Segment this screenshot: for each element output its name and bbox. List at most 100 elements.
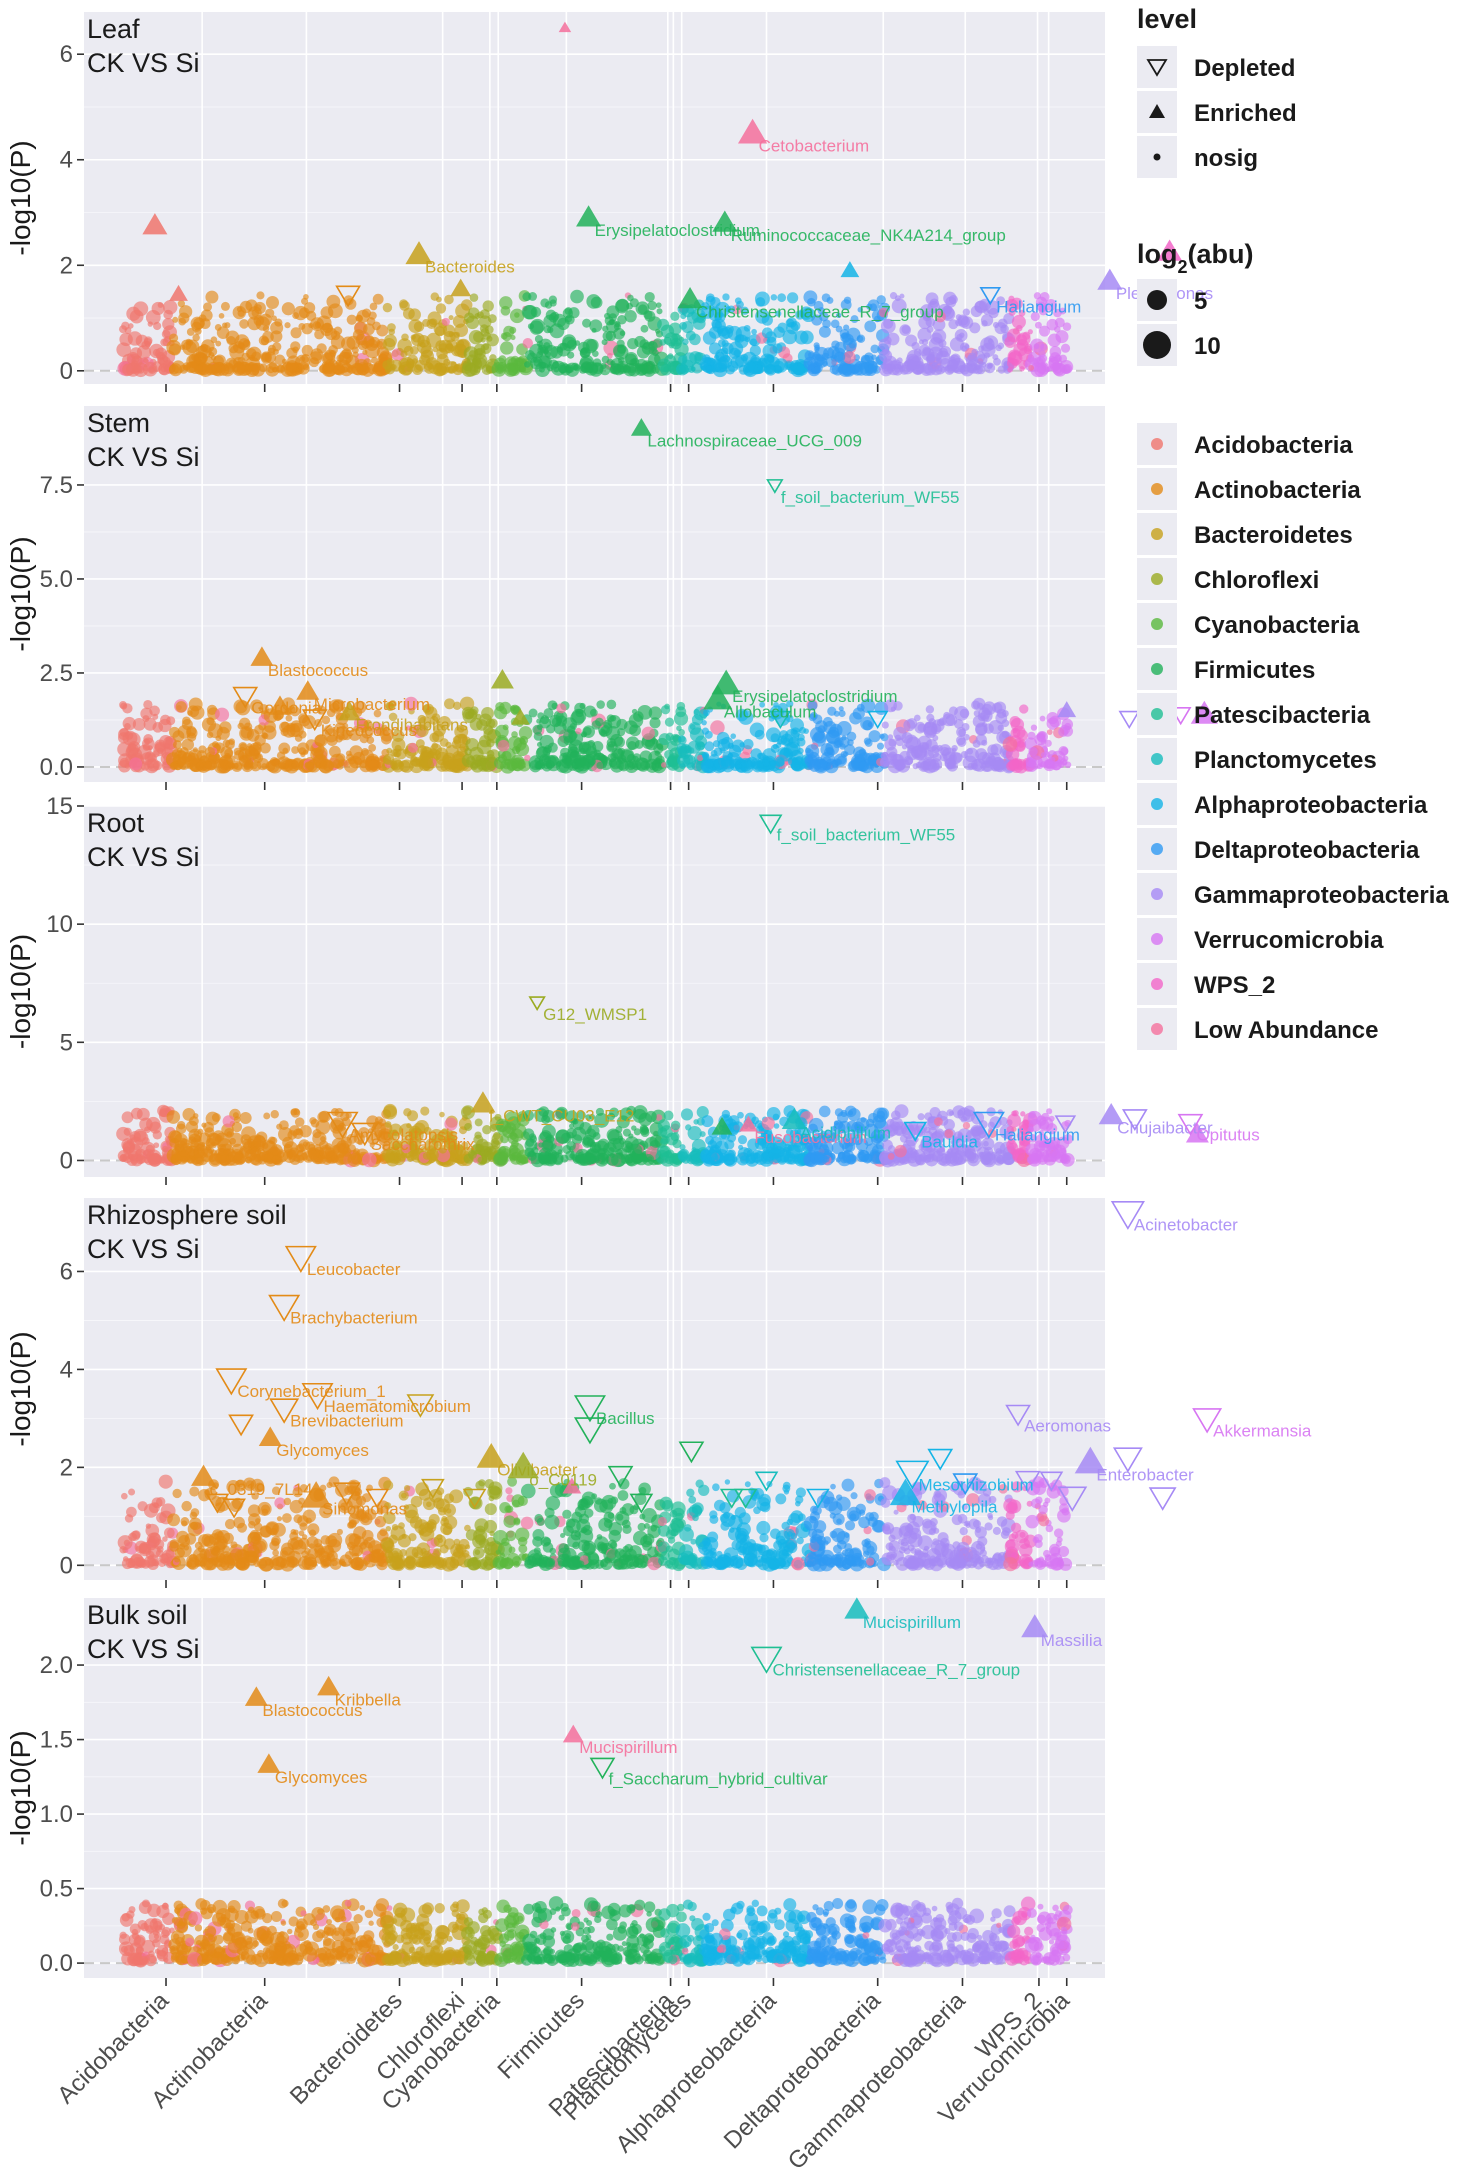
point-label: Cetobacterium: [759, 136, 870, 155]
nosig-point: [665, 1132, 679, 1146]
nosig-point: [387, 1556, 401, 1571]
nosig-point: [461, 1549, 470, 1558]
nosig-point: [932, 735, 939, 741]
nosig-point: [679, 364, 690, 375]
nosig-point: [205, 290, 219, 304]
nosig-point: [360, 362, 375, 377]
nosig-point: [925, 317, 936, 327]
nosig-point: [864, 320, 877, 333]
nosig-point: [787, 756, 798, 767]
nosig-point: [587, 1124, 600, 1138]
nosig-point: [218, 1143, 227, 1152]
nosig-point: [291, 746, 299, 754]
nosig-point: [954, 329, 968, 342]
nosig-point: [627, 338, 639, 350]
nosig-point: [808, 760, 821, 772]
nosig-point: [199, 1556, 207, 1564]
nosig-point: [403, 1484, 411, 1492]
nosig-point: [478, 1479, 486, 1487]
nosig-point: [369, 302, 378, 311]
nosig-point: [258, 363, 268, 373]
nosig-point: [772, 360, 785, 373]
nosig-point: [412, 364, 423, 375]
nosig-point: [1062, 322, 1072, 331]
nosig-point: [519, 738, 525, 744]
nosig-point: [894, 1125, 904, 1136]
nosig-point: [988, 307, 999, 319]
nosig-point: [335, 726, 350, 741]
nosig-point: [1027, 329, 1033, 335]
nosig-point: [1040, 752, 1047, 758]
nosig-point: [391, 1523, 399, 1531]
nosig-point: [153, 321, 162, 331]
nosig-point: [436, 353, 449, 366]
nosig-point: [241, 1126, 256, 1141]
nosig-point: [755, 309, 770, 324]
nosig-point: [724, 1149, 735, 1161]
point-label: Blastococcus: [268, 661, 368, 680]
point-label: Saccharothrix: [371, 1135, 475, 1154]
nosig-point: [463, 1153, 474, 1164]
nosig-point: [511, 731, 518, 738]
nosig-point: [152, 722, 164, 733]
nosig-point: [124, 762, 131, 769]
nosig-point: [536, 340, 543, 347]
point-label: Haliangium: [996, 297, 1081, 316]
nosig-point: [830, 319, 840, 329]
nosig-point: [1034, 321, 1042, 329]
nosig-point: [981, 739, 988, 746]
nosig-point: [822, 716, 833, 727]
nosig-point: [818, 325, 831, 338]
nosig-point: [605, 330, 617, 342]
nosig-point: [817, 307, 826, 315]
nosig-point: [588, 757, 596, 766]
nosig-point: [837, 1111, 849, 1124]
nosig-point: [846, 1155, 856, 1165]
nosig-point: [133, 301, 149, 317]
nosig-point: [509, 1142, 524, 1158]
nosig-point: [601, 355, 610, 364]
nosig-point: [701, 719, 707, 726]
nosig-point: [122, 703, 133, 714]
nosig-point: [679, 763, 686, 770]
nosig-point: [684, 1154, 692, 1162]
nosig-point: [326, 294, 341, 309]
nosig-point: [190, 1508, 200, 1517]
nosig-point: [1038, 354, 1048, 363]
nosig-point: [961, 345, 968, 352]
nosig-point: [794, 330, 809, 345]
nosig-point: [254, 734, 266, 746]
nosig-point: [329, 702, 340, 712]
nosig-point: [144, 738, 150, 745]
nosig-point: [355, 334, 367, 346]
nosig-point: [957, 315, 970, 328]
nosig-point: [751, 760, 764, 773]
nosig-point: [925, 705, 935, 714]
nosig-point: [860, 1117, 867, 1123]
nosig-point: [645, 1110, 657, 1123]
nosig-point: [664, 717, 675, 727]
nosig-point: [169, 726, 180, 738]
nosig-point: [204, 746, 215, 757]
nosig-point: [803, 356, 817, 370]
nosig-point: [143, 1555, 156, 1568]
nosig-point: [834, 341, 847, 354]
nosig-point: [772, 1113, 780, 1121]
nosig-point: [216, 326, 230, 339]
nosig-point: [287, 1130, 297, 1140]
nosig-point: [294, 734, 303, 742]
nosig-point: [293, 1529, 299, 1536]
nosig-point: [352, 351, 359, 358]
nosig-point: [1044, 298, 1057, 312]
nosig-point: [328, 1476, 340, 1488]
nosig-point: [502, 1125, 515, 1138]
nosig-point: [601, 339, 608, 346]
nosig-point: [166, 340, 182, 355]
nosig-point: [555, 1129, 570, 1144]
nosig-point: [979, 1151, 994, 1165]
nosig-point: [589, 708, 598, 717]
y-tick-label: 7.5: [40, 472, 73, 499]
nosig-point: [575, 727, 582, 735]
nosig-point: [406, 1154, 414, 1162]
nosig-point: [403, 1556, 416, 1569]
